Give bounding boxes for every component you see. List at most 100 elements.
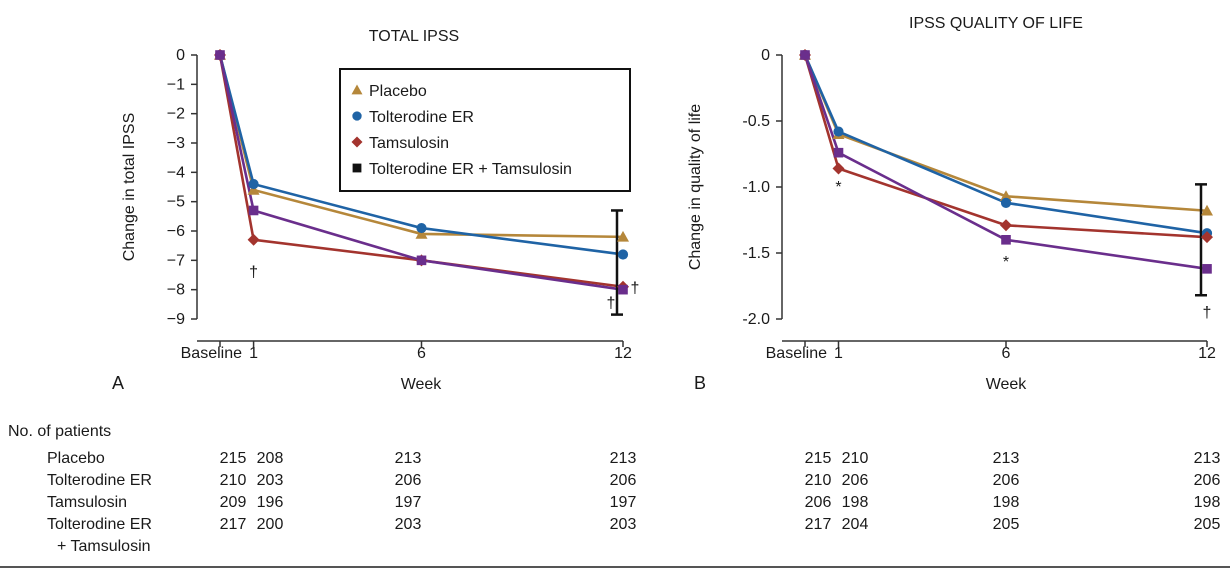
- data-point-circle: [617, 249, 629, 260]
- table-cell: 198: [842, 494, 869, 511]
- table-row-label: Tolterodine ER: [47, 516, 152, 533]
- y-tick-label: −2: [167, 106, 185, 123]
- data-point-triangle: [1000, 190, 1012, 202]
- series-line-tamsulosin: [218, 54, 624, 289]
- x-tick-label: Baseline: [766, 345, 827, 362]
- data-point-triangle: [1201, 204, 1213, 216]
- chart-panel-a: TOTAL IPSS 0 −1 −2 −3 −4 −5 −6 −7 −8 −9 Baseline 1 6 1…: [112, 28, 639, 393]
- table-row-label: Tolterodine ER: [47, 472, 152, 489]
- y-tick-label: -1.0: [742, 179, 770, 196]
- y-tick-label: −8: [167, 282, 185, 299]
- legend-box: [339, 68, 631, 192]
- x-tick-label: Baseline: [181, 345, 242, 362]
- table-cell: 210: [842, 450, 869, 467]
- data-point-square: [248, 205, 259, 216]
- table-cell: 215: [220, 450, 247, 467]
- table-cell: 206: [993, 472, 1020, 489]
- table-cell: 217: [220, 516, 247, 533]
- chart-panel-b: IPSS QUALITY OF LIFE 0 -0.5 -1.0 -1.5 -2.0 Bas…: [687, 15, 1216, 393]
- table-cell: 198: [993, 494, 1020, 511]
- table-cell: 206: [1194, 472, 1221, 489]
- data-point-square: [416, 255, 427, 266]
- data-point-square: [1202, 264, 1212, 274]
- x-tick-label: 6: [417, 345, 426, 362]
- data-point-square: [800, 50, 810, 60]
- chart-title: IPSS QUALITY OF LIFE: [909, 15, 1083, 32]
- table-cell: 206: [842, 472, 869, 489]
- x-tick-label: 12: [1198, 345, 1216, 362]
- table-cell: 213: [993, 450, 1020, 467]
- x-tick-label: 6: [1002, 345, 1011, 362]
- data-point-circle: [1000, 197, 1012, 208]
- table-cell: 198: [1194, 494, 1221, 511]
- data-point-square: [215, 50, 225, 60]
- table-row-label: Tamsulosin: [47, 494, 127, 511]
- table-row-label: + Tamsulosin: [57, 538, 151, 555]
- significance-mark: *: [835, 179, 841, 196]
- data-point-diamond: [247, 233, 260, 246]
- bottom-rule: [0, 566, 1230, 568]
- y-tick-label: −3: [167, 135, 185, 152]
- table-cell: 209: [220, 494, 247, 511]
- data-point-diamond: [832, 162, 845, 175]
- y-tick-label: -1.5: [742, 245, 770, 262]
- x-axis-label: Week: [986, 376, 1028, 393]
- legend-marker-circle: [352, 111, 362, 121]
- panel-label: B: [694, 373, 706, 393]
- table-cell: 217: [805, 516, 832, 533]
- y-tick-label: -0.5: [742, 113, 770, 130]
- data-point-square: [833, 147, 844, 158]
- legend-label: Placebo: [369, 83, 427, 100]
- patients-table: No. of patients Placebo 215 208 213 213 215 210…: [8, 423, 1220, 555]
- x-axis-label: Week: [401, 376, 443, 393]
- data-point-circle: [833, 126, 844, 137]
- series-line-tamsulosin: [803, 54, 1208, 239]
- series-line-tolterodine-er-tamsulosin: [803, 54, 1208, 271]
- panel-label: A: [112, 373, 124, 393]
- table-cell: 213: [610, 450, 637, 467]
- data-point-triangle: [247, 183, 260, 195]
- y-tick-label: −1: [167, 76, 185, 93]
- table-header: No. of patients: [8, 423, 111, 440]
- chart-title: TOTAL IPSS: [369, 28, 459, 45]
- legend-label: Tamsulosin: [369, 135, 449, 152]
- significance-mark: †: [607, 295, 616, 312]
- series-line-tolterodine-er: [218, 54, 624, 256]
- table-cell: 206: [395, 472, 422, 489]
- significance-mark: *: [1003, 254, 1009, 271]
- x-tick-label: 12: [614, 345, 632, 362]
- y-tick-label: −4: [167, 164, 185, 181]
- table-cell: 208: [257, 450, 284, 467]
- y-axis-label: Change in total IPSS: [121, 113, 138, 262]
- table-cell: 203: [395, 516, 422, 533]
- x-tick-label: 1: [834, 345, 843, 362]
- table-row-label: Placebo: [47, 450, 105, 467]
- y-tick-label: 0: [176, 47, 185, 64]
- table-cell: 206: [610, 472, 637, 489]
- legend-marker-triangle: [351, 84, 363, 95]
- data-point-square: [618, 284, 628, 295]
- legend-label: Tolterodine ER: [369, 109, 474, 126]
- table-cell: 205: [1194, 516, 1221, 533]
- data-point-circle: [248, 178, 259, 190]
- table-cell: 203: [610, 516, 637, 533]
- data-point-triangle: [617, 230, 629, 242]
- x-tick-label: 1: [249, 345, 258, 362]
- table-cell: 213: [395, 450, 422, 467]
- y-tick-label: -2.0: [742, 311, 770, 328]
- series-line-placebo: [803, 54, 1208, 213]
- y-tick-label: −5: [167, 194, 185, 211]
- y-axis-label: Change in quality of life: [687, 104, 704, 270]
- data-point-circle: [416, 222, 427, 234]
- data-point-triangle: [415, 227, 428, 239]
- legend-label: Tolterodine ER + Tamsulosin: [369, 161, 572, 178]
- series-line-tolterodine-er: [803, 54, 1208, 235]
- data-point-diamond: [1000, 219, 1012, 232]
- significance-mark: †: [249, 264, 258, 281]
- data-point-diamond: [1201, 231, 1213, 244]
- legend: Placebo Tolterodine ER Tamsulosin Tolterodi…: [339, 68, 631, 192]
- y-tick-label: 0: [761, 47, 770, 64]
- table-cell: 203: [257, 472, 284, 489]
